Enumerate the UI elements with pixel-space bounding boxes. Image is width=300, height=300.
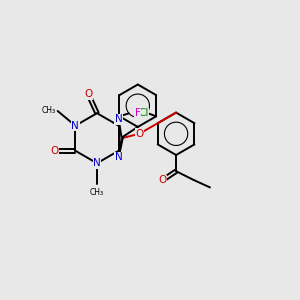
Text: F: F — [135, 108, 141, 118]
Text: N: N — [93, 158, 101, 168]
Text: O: O — [135, 129, 143, 139]
Text: O: O — [159, 175, 167, 185]
Text: CH₃: CH₃ — [90, 188, 104, 196]
Text: O: O — [84, 89, 92, 99]
Text: O: O — [51, 146, 59, 156]
Text: N: N — [115, 114, 122, 124]
Text: N: N — [115, 152, 122, 162]
Text: N: N — [71, 121, 79, 131]
Text: Cl: Cl — [138, 108, 149, 118]
Text: CH₃: CH₃ — [42, 106, 56, 116]
